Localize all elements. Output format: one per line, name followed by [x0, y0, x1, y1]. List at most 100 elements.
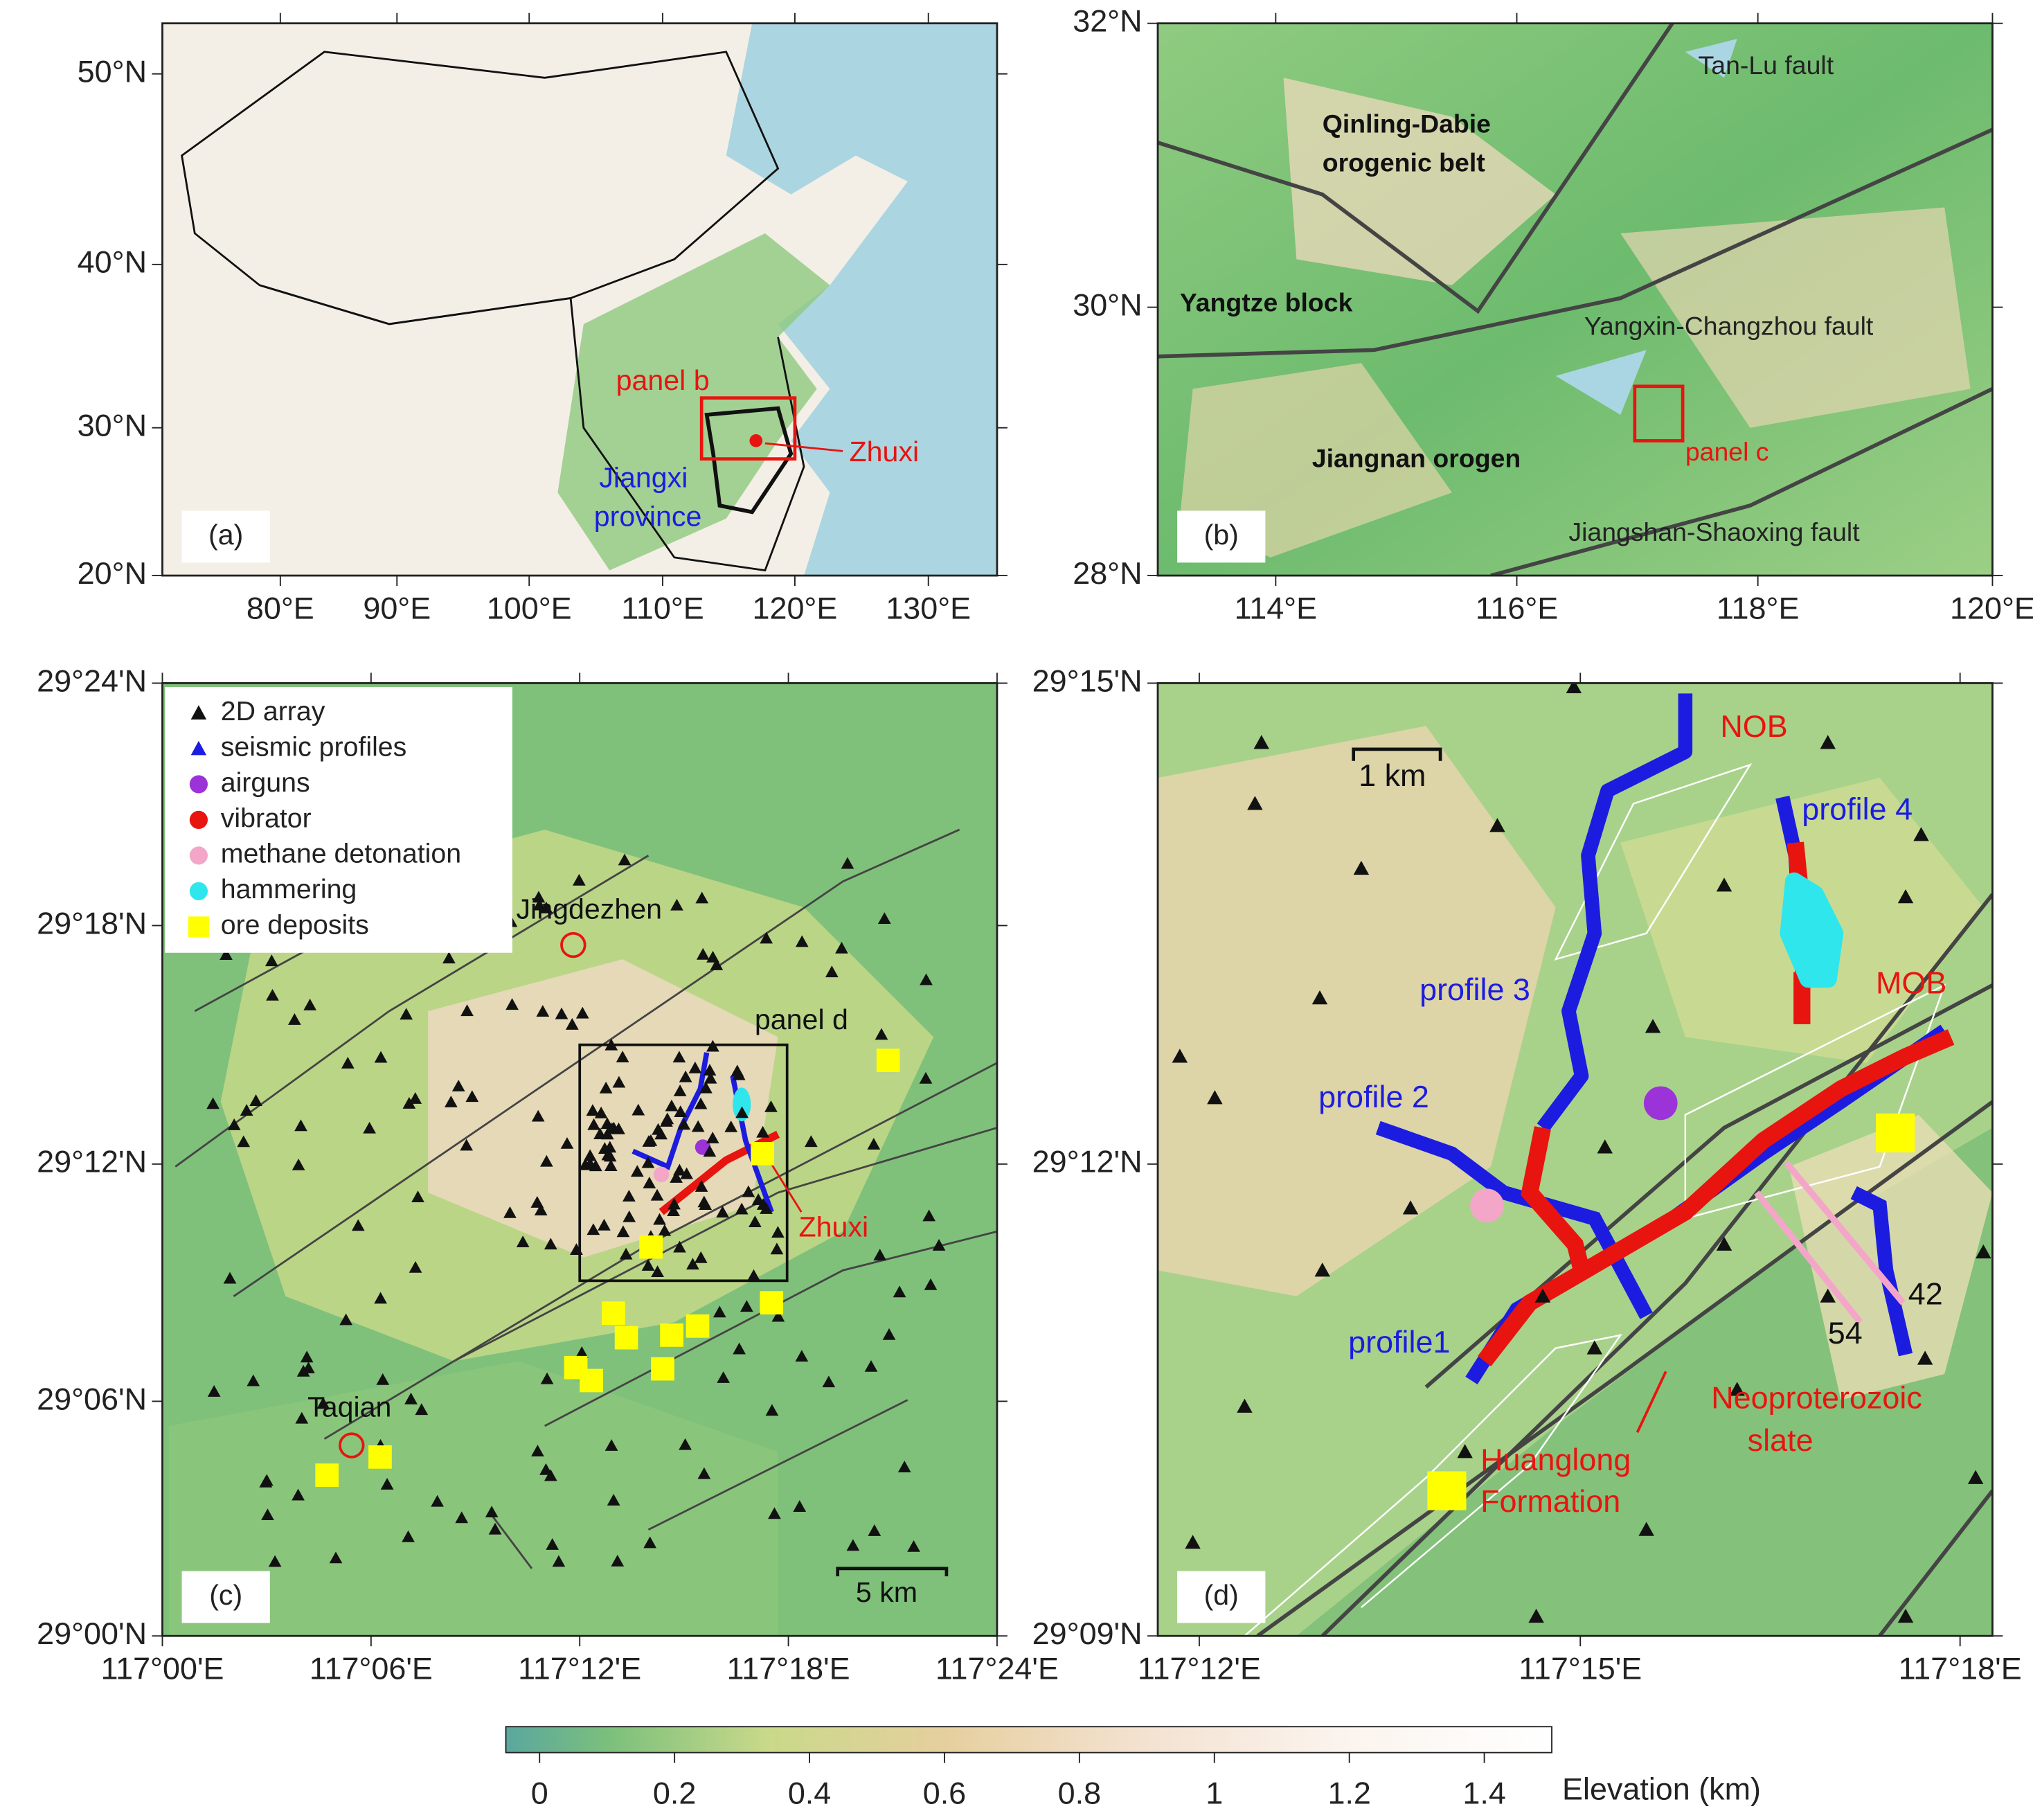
legend-symbol: [190, 705, 207, 720]
station: [717, 1371, 730, 1383]
annotation: NOB: [1720, 708, 1787, 744]
station: [760, 931, 773, 944]
station: [658, 1224, 672, 1236]
station: [742, 1185, 755, 1197]
station: [601, 1148, 615, 1161]
station: [444, 1096, 458, 1107]
station: [560, 1136, 574, 1149]
station: [716, 1206, 729, 1218]
x-tick-label: 116°E: [1476, 590, 1559, 625]
station: [665, 1099, 679, 1112]
station: [704, 1071, 717, 1084]
x-tick-label: 118°E: [1717, 590, 1800, 625]
station: [589, 1159, 602, 1172]
station: [623, 1210, 636, 1222]
station: [1172, 1049, 1188, 1063]
station: [679, 1438, 692, 1450]
station: [374, 1051, 388, 1063]
ore-deposit: [751, 1142, 774, 1166]
station: [220, 948, 233, 961]
station: [749, 1215, 762, 1227]
station: [1645, 1019, 1661, 1033]
station: [703, 1064, 717, 1076]
station: [793, 1500, 807, 1513]
panel-label-box: [1177, 510, 1266, 563]
station: [488, 1522, 502, 1535]
station: [1207, 1090, 1223, 1105]
station: [630, 1165, 644, 1177]
panel-label: (b): [1204, 519, 1239, 551]
station: [641, 1156, 655, 1168]
annotation: 42: [1908, 1276, 1943, 1312]
x-tick-label: 117°12'E: [518, 1651, 641, 1686]
station: [292, 1488, 305, 1501]
station: [674, 1105, 688, 1117]
station: [740, 1300, 753, 1312]
annotation: Jiangxi: [599, 461, 688, 493]
annotation: province: [594, 501, 702, 533]
legend-symbol: [189, 882, 208, 900]
annotation: panel d: [755, 1003, 848, 1035]
station: [583, 1149, 597, 1161]
station: [570, 1243, 583, 1255]
station: [623, 1190, 636, 1202]
station: [650, 1188, 664, 1201]
y-tick-label: 20°N: [78, 555, 147, 591]
station: [1247, 796, 1263, 810]
legend-symbol: [190, 740, 207, 756]
station: [653, 1213, 666, 1225]
colorbar-tick-label: 0.6: [923, 1775, 966, 1810]
legend-label: airguns: [221, 767, 310, 798]
station: [673, 1240, 686, 1253]
station: [485, 1506, 499, 1518]
station: [907, 1540, 920, 1552]
y-tick-label: 29°24'N: [37, 663, 147, 698]
station: [460, 1139, 474, 1151]
annotation: Neoproterozoic: [1711, 1380, 1922, 1415]
y-tick-label: 28°N: [1073, 555, 1142, 591]
station: [259, 1475, 273, 1488]
station: [1638, 1522, 1654, 1536]
station: [1237, 1398, 1253, 1413]
station: [586, 1223, 600, 1235]
station: [643, 1176, 656, 1188]
station: [771, 1310, 785, 1322]
station: [1917, 1350, 1933, 1365]
x-tick-label: 117°15'E: [1519, 1651, 1642, 1686]
legend-box: [165, 687, 512, 953]
ore-deposit: [614, 1326, 638, 1350]
annotation: profile 4: [1802, 792, 1913, 827]
station: [1528, 1608, 1544, 1623]
station: [724, 1120, 738, 1132]
station: [699, 1081, 713, 1094]
station: [539, 1154, 553, 1167]
colorbar: [505, 1726, 1552, 1754]
station: [1586, 1340, 1603, 1355]
x-tick-label: 114°E: [1235, 590, 1318, 625]
annotation: Zhuxi: [799, 1211, 869, 1242]
station: [261, 1508, 274, 1521]
annotations: 80°E 90°E 100°E 110°E 120°E 130°E 50°N 40°N 30°N…: [37, 3, 2033, 1811]
ore-deposit: [651, 1357, 674, 1381]
y-tick-label: 40°N: [78, 244, 147, 280]
station: [706, 1132, 719, 1143]
x-tick-label: 80°E: [247, 590, 314, 625]
station: [822, 1375, 836, 1388]
y-tick-label: 29°18'N: [37, 905, 147, 940]
station: [825, 965, 839, 978]
legend-label: hammering: [221, 874, 357, 904]
x-tick-label: 110°E: [621, 590, 704, 625]
station: [555, 1007, 568, 1019]
y-tick-label: 29°06'N: [37, 1381, 147, 1416]
station: [544, 1238, 557, 1250]
y-tick-label: 32°N: [1073, 3, 1142, 39]
ore-deposit: [315, 1463, 339, 1487]
station: [237, 1135, 251, 1148]
x-tick-label: 120°E: [1950, 590, 2033, 625]
station: [1566, 683, 1582, 694]
x-tick-label: 120°E: [753, 590, 838, 625]
station: [764, 1100, 778, 1112]
station: [706, 1040, 719, 1052]
y-tick-label: 30°N: [1073, 287, 1142, 322]
x-tick-label: 100°E: [487, 590, 572, 625]
